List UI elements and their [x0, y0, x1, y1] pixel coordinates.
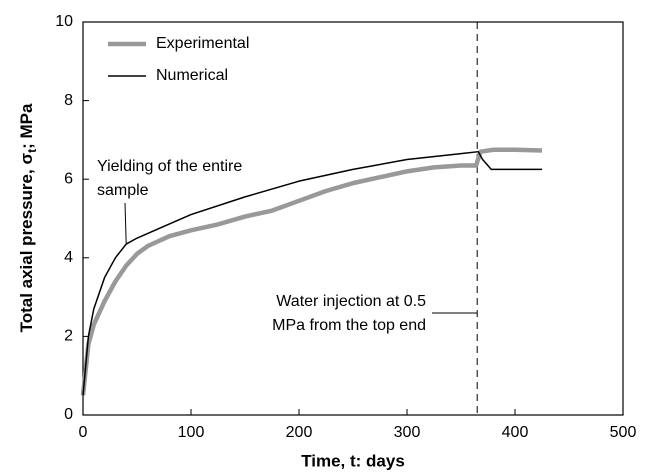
x-axis-label: Time, t: days	[301, 451, 405, 470]
annotation-leader	[124, 202, 127, 245]
y-tick-label: 10	[55, 13, 73, 30]
x-tick-label: 300	[394, 424, 421, 441]
x-tick-label: 0	[79, 424, 88, 441]
y-label-suffix: ; MPa	[17, 103, 36, 149]
annotation: sample	[97, 182, 149, 199]
x-tick-label: 200	[286, 424, 313, 441]
y-tick-label: 4	[64, 249, 73, 266]
data-line	[80, 147, 543, 396]
y-tick-label: 6	[64, 170, 73, 187]
y-label-sub: t	[25, 149, 39, 153]
data-line	[82, 150, 542, 396]
y-label-main: Total axial pressure, σ	[17, 153, 36, 333]
legend-label: Experimental	[156, 35, 249, 52]
x-tick-label: 400	[502, 424, 529, 441]
plot-frame	[82, 21, 624, 416]
annotation: Water injection at 0.5	[276, 293, 426, 310]
annotation: Yielding of the entire	[97, 158, 242, 175]
x-tick-label: 500	[610, 424, 637, 441]
y-tick-label: 0	[64, 406, 73, 423]
x-tick-label: 100	[178, 424, 205, 441]
legend-label: Numerical	[156, 67, 228, 84]
y-axis-label: Total axial pressure, σt; MPa	[17, 103, 39, 332]
annotation: MPa from the top end	[272, 317, 426, 334]
y-tick-label: 8	[64, 92, 73, 109]
y-tick-label: 2	[64, 328, 73, 345]
